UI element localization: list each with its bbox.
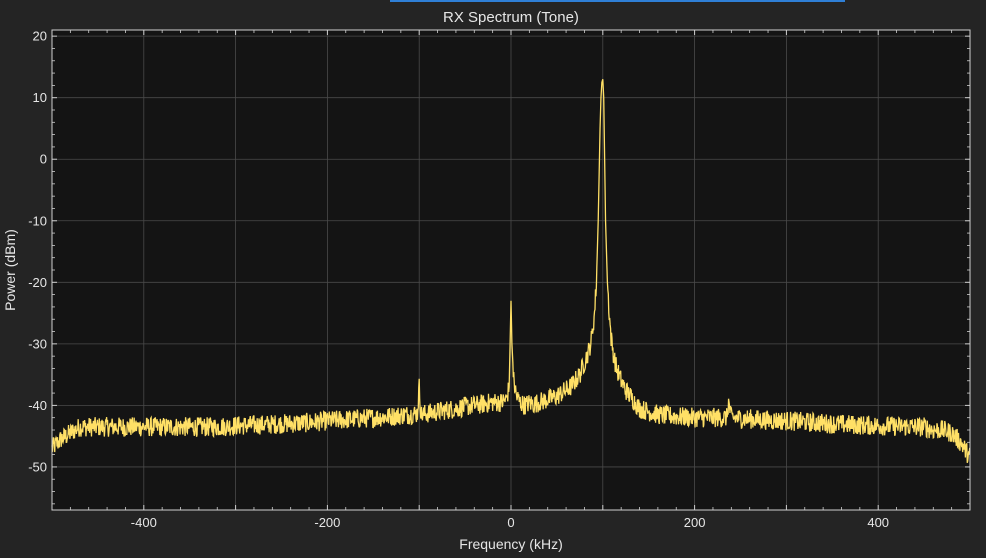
y-tick-label: 0 <box>40 152 47 167</box>
y-tick-label: 10 <box>33 90 47 105</box>
x-tick-label: 0 <box>507 515 514 530</box>
x-tick-label: 200 <box>684 515 706 530</box>
y-tick-label: -40 <box>28 398 47 413</box>
y-tick-label: -20 <box>28 275 47 290</box>
y-tick-labels: 20 10 0 -10 -20 -30 -40 -50 <box>28 29 47 475</box>
x-tick-labels: -400 -200 0 200 400 <box>131 515 889 530</box>
y-axis-title: Power (dBm) <box>2 229 18 311</box>
y-tick-label: -10 <box>28 213 47 228</box>
x-tick-label: -400 <box>131 515 157 530</box>
plot-border <box>51 29 971 511</box>
y-tick-label: -30 <box>28 336 47 351</box>
chart-title: RX Spectrum (Tone) <box>443 9 579 26</box>
x-tick-label: 400 <box>867 515 889 530</box>
x-axis-title: Frequency (kHz) <box>459 536 562 552</box>
spectrum-trace <box>51 79 971 464</box>
y-tick-label: -50 <box>28 459 47 474</box>
window-accent-bar <box>390 0 845 2</box>
y-tick-label: 20 <box>33 29 47 44</box>
x-tick-label: -200 <box>314 515 340 530</box>
